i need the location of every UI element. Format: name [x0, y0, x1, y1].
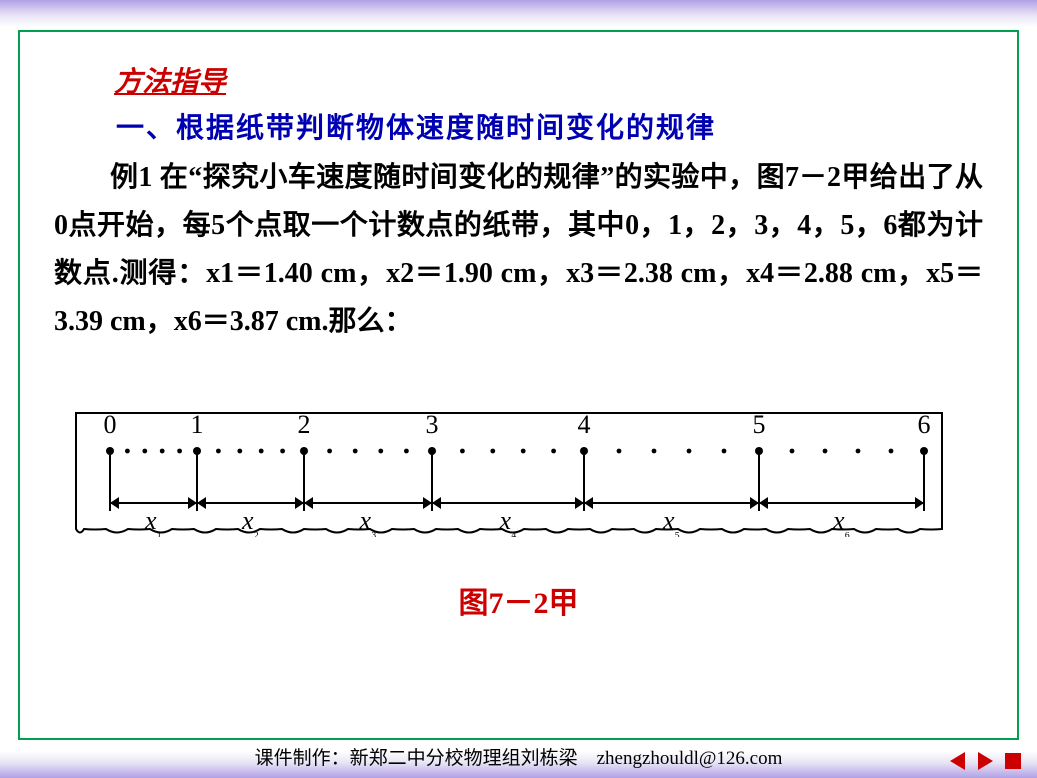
next-button[interactable]: [975, 751, 995, 771]
svg-text:2: 2: [298, 410, 311, 439]
svg-text:1: 1: [191, 410, 204, 439]
prev-button[interactable]: [947, 751, 967, 771]
svg-text:3: 3: [426, 410, 439, 439]
example-body-text: 例1 在“探究小车速度随时间变化的规律”的实验中，图7－2甲给出了从0点开始，每…: [54, 154, 983, 347]
method-title: 方法指导: [114, 60, 983, 100]
slide-content: 方法指导 一、根据纸带判断物体速度随时间变化的规律 例1 在“探究小车速度随时间…: [20, 32, 1017, 632]
tape-svg: 0123456x₁x₂x₃x₄x₅x₆: [74, 407, 944, 537]
footer-credit: 课件制作：新郑二中分校物理组刘栋梁 zhengzhouldl@126.com: [0, 743, 1037, 770]
stop-icon: [1005, 753, 1021, 769]
figure-caption: 图7－2甲: [54, 578, 983, 622]
next-icon: [978, 752, 993, 770]
svg-text:0: 0: [104, 410, 117, 439]
nav-controls: [947, 751, 1023, 771]
section-subtitle: 一、根据纸带判断物体速度随时间变化的规律: [116, 106, 983, 146]
tape-diagram: 0123456x₁x₂x₃x₄x₅x₆: [74, 407, 944, 542]
prev-icon: [950, 752, 965, 770]
svg-text:6: 6: [918, 410, 931, 439]
stop-button[interactable]: [1003, 751, 1023, 771]
svg-text:4: 4: [578, 410, 591, 439]
slide-frame: 方法指导 一、根据纸带判断物体速度随时间变化的规律 例1 在“探究小车速度随时间…: [18, 30, 1019, 740]
svg-text:5: 5: [753, 410, 766, 439]
